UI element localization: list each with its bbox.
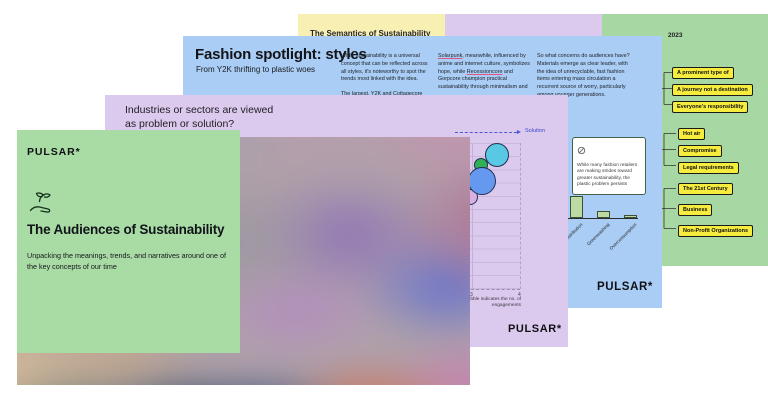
topic-tag: Everyone's responsibility [672, 101, 749, 113]
fashion-column-2-text: , meanwhile, influenced by anime and int… [438, 53, 530, 75]
plastic-problem-callout: While many fashion retailers are making … [572, 137, 646, 195]
bubble-size-note: Size of bubble indicates the no. of enga… [448, 297, 521, 309]
tag-group-definitions: A prominent type of A journey not a desti… [672, 67, 753, 118]
deck-title: The Audiences of Sustainability [27, 222, 225, 237]
cover-slide[interactable]: PULSAR* The Audiences of Sustainability … [17, 130, 240, 353]
chart-x-axis [420, 289, 520, 290]
topic-tag: Hot air [678, 128, 706, 140]
bar-chart-axis [564, 218, 638, 219]
tag-group-criticism: Hot air Compromise Legal requirements [678, 128, 739, 179]
deck-subtitle: Unpacking the meanings, trends, and narr… [27, 251, 226, 272]
fashion-column-2-end: and Gorpcore champion practical sustaina… [438, 68, 528, 91]
solution-arrowhead [517, 129, 521, 134]
pulsar-logo: PULSAR* [597, 281, 653, 293]
gridline-3 [472, 143, 473, 289]
hand-holding-sprout-icon [29, 192, 51, 213]
industries-slide-title: Industries or sectors are viewed as probl… [125, 104, 274, 130]
chart-bubble [468, 167, 496, 195]
x-tick-4: 4 [518, 292, 521, 298]
solarpunk-link[interactable]: Solarpunk [438, 53, 463, 59]
recessioncore-link[interactable]: Recessioncore [466, 68, 503, 75]
bar [570, 196, 583, 218]
solution-arrow [455, 132, 517, 133]
year-label: 2023 [668, 32, 683, 39]
topic-tag: Business [678, 204, 713, 216]
clipped-slide-title: The Semantics of Sustainability [310, 29, 431, 38]
tag-bracket-lines [652, 72, 676, 229]
fashion-column-1-para2: The largest, Y2K and Cottagecore [341, 91, 423, 97]
topic-tag: The 21st Century [678, 183, 733, 195]
topic-tag: Compromise [678, 145, 722, 157]
callout-text: While many fashion retailers are making … [577, 163, 638, 188]
solution-axis-label: Solution [525, 128, 545, 134]
fashion-column-3: So what concerns do audiences have? Mate… [537, 53, 630, 99]
topic-tag: Non-Profit Organizations [678, 225, 754, 237]
prohibition-icon [577, 146, 586, 155]
fashion-column-1: While sustainability is a universal conc… [341, 53, 428, 83]
bar [597, 211, 610, 218]
fashion-slide-subtitle: From Y2K thrifting to plastic woes [196, 65, 316, 74]
topic-tag: A prominent type of [672, 67, 734, 79]
x-tick-3: 3 [470, 292, 473, 298]
topic-tag: A journey not a destination [672, 84, 753, 96]
topic-tag: Legal requirements [678, 162, 739, 174]
tag-group-actors: The 21st Century Business Non-Profit Organ… [678, 183, 754, 246]
pulsar-logo: PULSAR* [27, 146, 81, 158]
gridline-4 [520, 143, 521, 289]
pulsar-logo: PULSAR* [508, 323, 562, 335]
bar [624, 215, 637, 218]
fashion-column-2: Solarpunk, meanwhile, influenced by anim… [438, 53, 533, 92]
fashion-slide-title: Fashion spotlight: styles [195, 46, 367, 63]
chart-bubble [485, 143, 509, 167]
